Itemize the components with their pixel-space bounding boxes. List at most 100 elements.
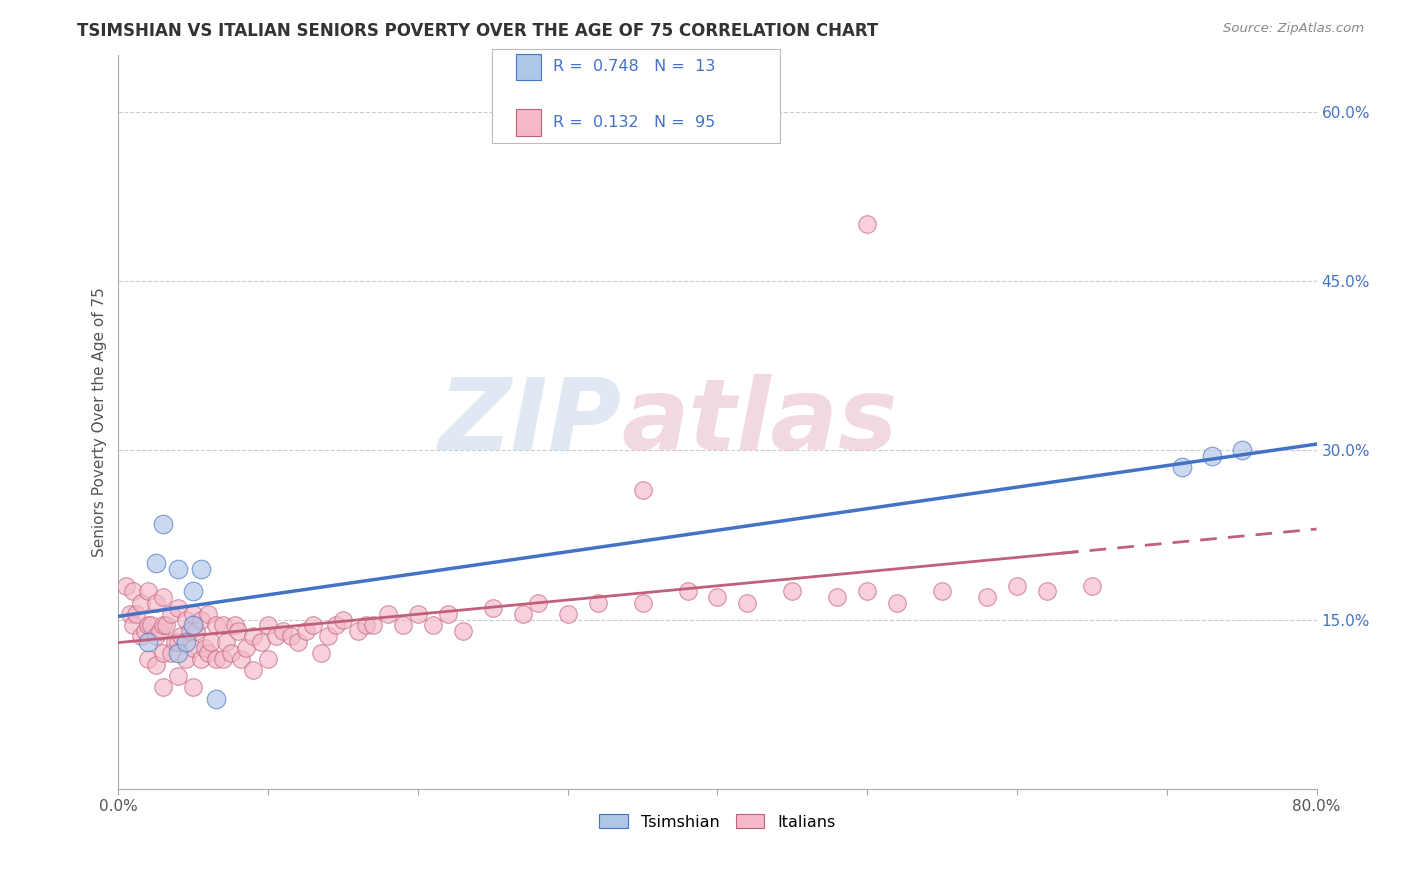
Point — [235, 640, 257, 655]
Point — [129, 630, 152, 644]
Point — [782, 584, 804, 599]
Point — [152, 647, 174, 661]
Point — [190, 562, 212, 576]
Text: R =  0.748   N =  13: R = 0.748 N = 13 — [553, 60, 714, 74]
Point — [181, 618, 204, 632]
Point — [406, 607, 429, 621]
Point — [167, 635, 190, 649]
Point — [737, 596, 759, 610]
Point — [167, 647, 190, 661]
Point — [194, 640, 217, 655]
Text: atlas: atlas — [621, 374, 898, 470]
Point — [134, 624, 156, 638]
Point — [309, 647, 332, 661]
Point — [332, 613, 354, 627]
Point — [204, 652, 226, 666]
Point — [152, 590, 174, 604]
Point — [204, 618, 226, 632]
Point — [200, 635, 222, 649]
Point — [204, 691, 226, 706]
Point — [145, 630, 167, 644]
Point — [557, 607, 579, 621]
Point — [167, 562, 190, 576]
Point — [242, 630, 264, 644]
Point — [174, 635, 197, 649]
Point — [181, 584, 204, 599]
Text: R =  0.132   N =  95: R = 0.132 N = 95 — [553, 115, 714, 129]
Point — [152, 618, 174, 632]
Point — [302, 618, 325, 632]
Point — [1171, 460, 1194, 475]
Point — [167, 669, 190, 683]
Point — [271, 624, 294, 638]
Point — [354, 618, 377, 632]
Point — [1081, 579, 1104, 593]
Point — [152, 516, 174, 531]
Point — [224, 618, 246, 632]
Point — [212, 652, 235, 666]
Point — [138, 618, 160, 632]
Point — [138, 635, 160, 649]
Legend: Tsimshian, Italians: Tsimshian, Italians — [593, 807, 842, 836]
Y-axis label: Seniors Poverty Over the Age of 75: Seniors Poverty Over the Age of 75 — [93, 287, 107, 557]
Point — [437, 607, 460, 621]
Point — [141, 618, 163, 632]
Point — [280, 630, 302, 644]
Point — [242, 664, 264, 678]
Point — [586, 596, 609, 610]
Point — [526, 596, 548, 610]
Point — [152, 680, 174, 694]
Point — [186, 624, 208, 638]
Point — [145, 556, 167, 570]
Point — [856, 584, 879, 599]
Point — [512, 607, 534, 621]
Point — [676, 584, 699, 599]
Point — [190, 613, 212, 627]
Point — [257, 618, 280, 632]
Point — [155, 618, 177, 632]
Point — [1005, 579, 1028, 593]
Point — [219, 647, 242, 661]
Point — [392, 618, 415, 632]
Text: ZIP: ZIP — [439, 374, 621, 470]
Point — [706, 590, 728, 604]
Point — [145, 657, 167, 672]
Point — [294, 624, 316, 638]
Text: TSIMSHIAN VS ITALIAN SENIORS POVERTY OVER THE AGE OF 75 CORRELATION CHART: TSIMSHIAN VS ITALIAN SENIORS POVERTY OVE… — [77, 22, 879, 40]
Point — [377, 607, 399, 621]
Point — [325, 618, 347, 632]
Point — [120, 607, 142, 621]
Point — [181, 640, 204, 655]
Point — [197, 647, 219, 661]
Point — [631, 596, 654, 610]
Point — [197, 607, 219, 621]
Point — [174, 652, 197, 666]
Point — [1201, 449, 1223, 463]
Point — [249, 635, 271, 649]
Point — [231, 652, 253, 666]
Point — [257, 652, 280, 666]
Point — [165, 635, 187, 649]
Point — [451, 624, 474, 638]
Point — [145, 596, 167, 610]
Text: Source: ZipAtlas.com: Source: ZipAtlas.com — [1223, 22, 1364, 36]
Point — [347, 624, 370, 638]
Point — [115, 579, 138, 593]
Point — [160, 647, 183, 661]
Point — [181, 680, 204, 694]
Point — [149, 624, 172, 638]
Point — [125, 607, 148, 621]
Point — [212, 618, 235, 632]
Point — [160, 607, 183, 621]
Point — [482, 601, 505, 615]
Point — [167, 601, 190, 615]
Point — [631, 483, 654, 497]
Point — [179, 624, 201, 638]
Point — [827, 590, 849, 604]
Point — [122, 618, 145, 632]
Point — [174, 613, 197, 627]
Point — [886, 596, 908, 610]
Point — [287, 635, 309, 649]
Point — [215, 635, 238, 649]
Point — [190, 652, 212, 666]
